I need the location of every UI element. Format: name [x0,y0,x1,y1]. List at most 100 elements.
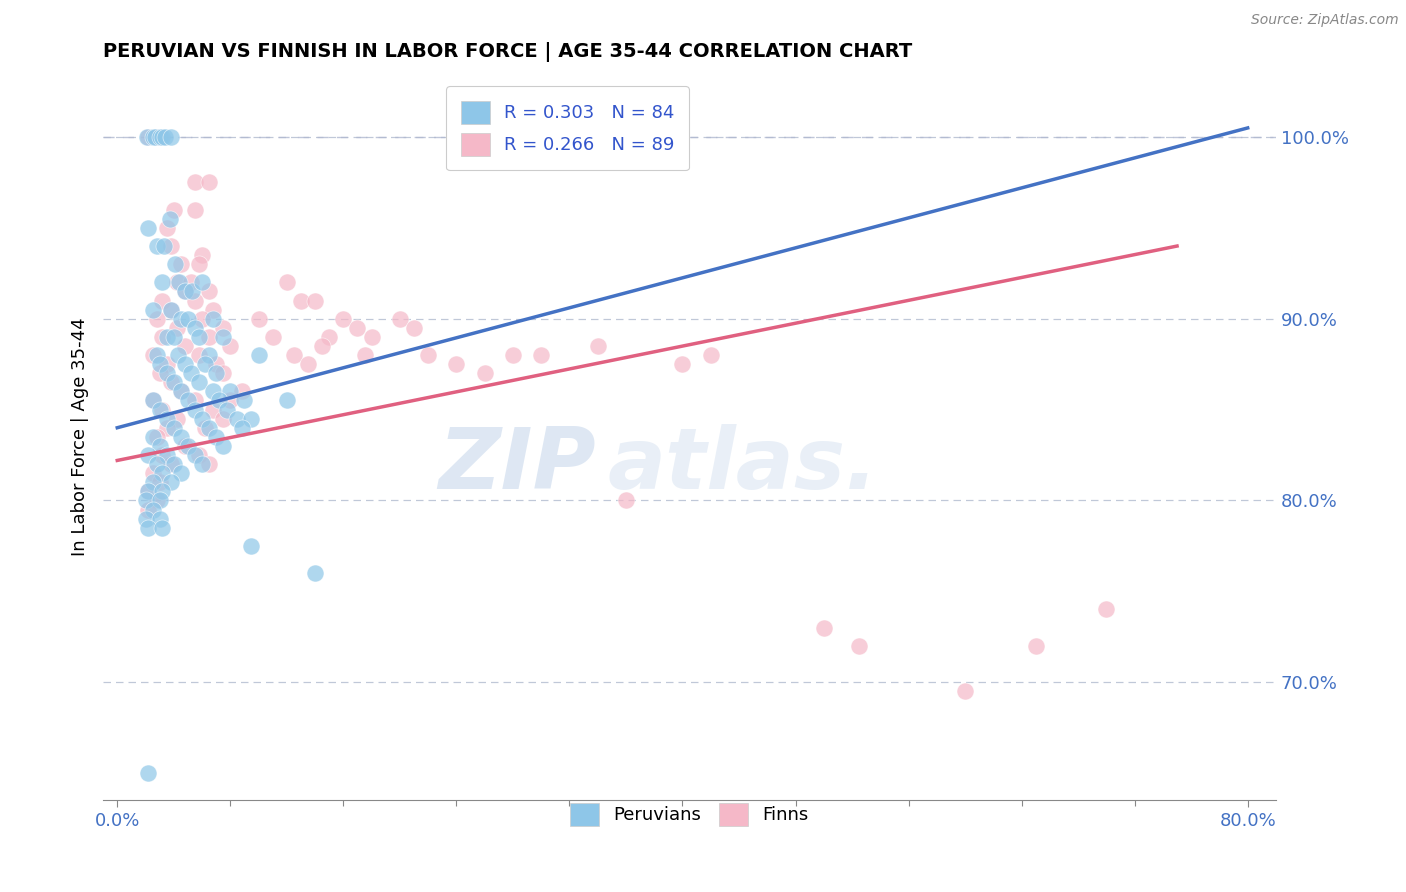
Point [146,430,169,444]
Point [191,311,214,326]
Point [180,276,202,290]
Point [188,376,211,390]
Point [1095,602,1118,616]
Point [177,393,200,408]
Point [202,311,225,326]
Point [146,130,169,145]
Point [159,211,181,226]
Point [240,411,263,425]
Point [212,366,235,380]
Point [142,502,165,516]
Point [202,384,225,399]
Point [166,276,188,290]
Point [198,421,221,435]
Point [184,202,207,217]
Point [136,130,159,145]
Point [160,457,183,471]
Point [184,402,207,417]
Point [208,393,231,408]
Point [953,684,976,698]
Point [184,448,207,462]
Point [149,493,172,508]
Point [1294,747,1316,762]
Point [142,348,165,362]
Point [418,348,440,362]
Text: ZIP: ZIP [439,425,596,508]
Point [297,357,319,371]
Point [311,339,333,353]
Legend: Peruvians, Finns: Peruvians, Finns [561,794,818,835]
Point [353,348,375,362]
Point [170,384,193,399]
Point [177,439,200,453]
Point [152,402,174,417]
Point [155,130,177,145]
Point [160,302,183,317]
Point [156,330,179,344]
Point [184,320,207,334]
Point [163,421,186,435]
Point [194,421,217,435]
Point [188,330,211,344]
Point [180,366,202,380]
Point [156,421,179,435]
Point [191,457,214,471]
Point [194,357,217,371]
Point [205,357,228,371]
Point [700,348,723,362]
Point [163,202,186,217]
Point [156,366,179,380]
Point [166,411,188,425]
Point [146,239,169,253]
Point [184,293,207,308]
Point [191,248,214,262]
Point [138,220,160,235]
Point [160,239,183,253]
Point [142,302,165,317]
Point [149,366,172,380]
Point [614,493,637,508]
Point [156,220,179,235]
Point [247,311,270,326]
Point [152,293,174,308]
Point [149,439,172,453]
Point [152,130,174,145]
Point [848,639,870,653]
Point [304,566,326,580]
Point [198,330,221,344]
Point [276,393,298,408]
Point [174,439,197,453]
Point [332,311,354,326]
Point [219,384,242,399]
Point [149,130,172,145]
Point [1025,639,1047,653]
Point [184,176,207,190]
Y-axis label: In Labor Force | Age 35-44: In Labor Force | Age 35-44 [72,318,89,556]
Point [174,285,197,299]
Point [188,348,211,362]
Point [167,348,190,362]
Point [156,411,179,425]
Point [198,176,221,190]
Point [152,276,174,290]
Point [160,376,183,390]
Point [502,348,524,362]
Point [152,330,174,344]
Point [219,393,242,408]
Point [138,502,160,516]
Point [170,257,193,271]
Point [198,285,221,299]
Point [170,466,193,480]
Point [283,348,305,362]
Point [318,330,340,344]
Point [231,421,253,435]
Text: Source: ZipAtlas.com: Source: ZipAtlas.com [1251,13,1399,28]
Point [202,402,225,417]
Point [212,320,235,334]
Point [160,302,183,317]
Point [163,376,186,390]
Point [160,130,183,145]
Point [156,357,179,371]
Point [360,330,382,344]
Point [212,411,235,425]
